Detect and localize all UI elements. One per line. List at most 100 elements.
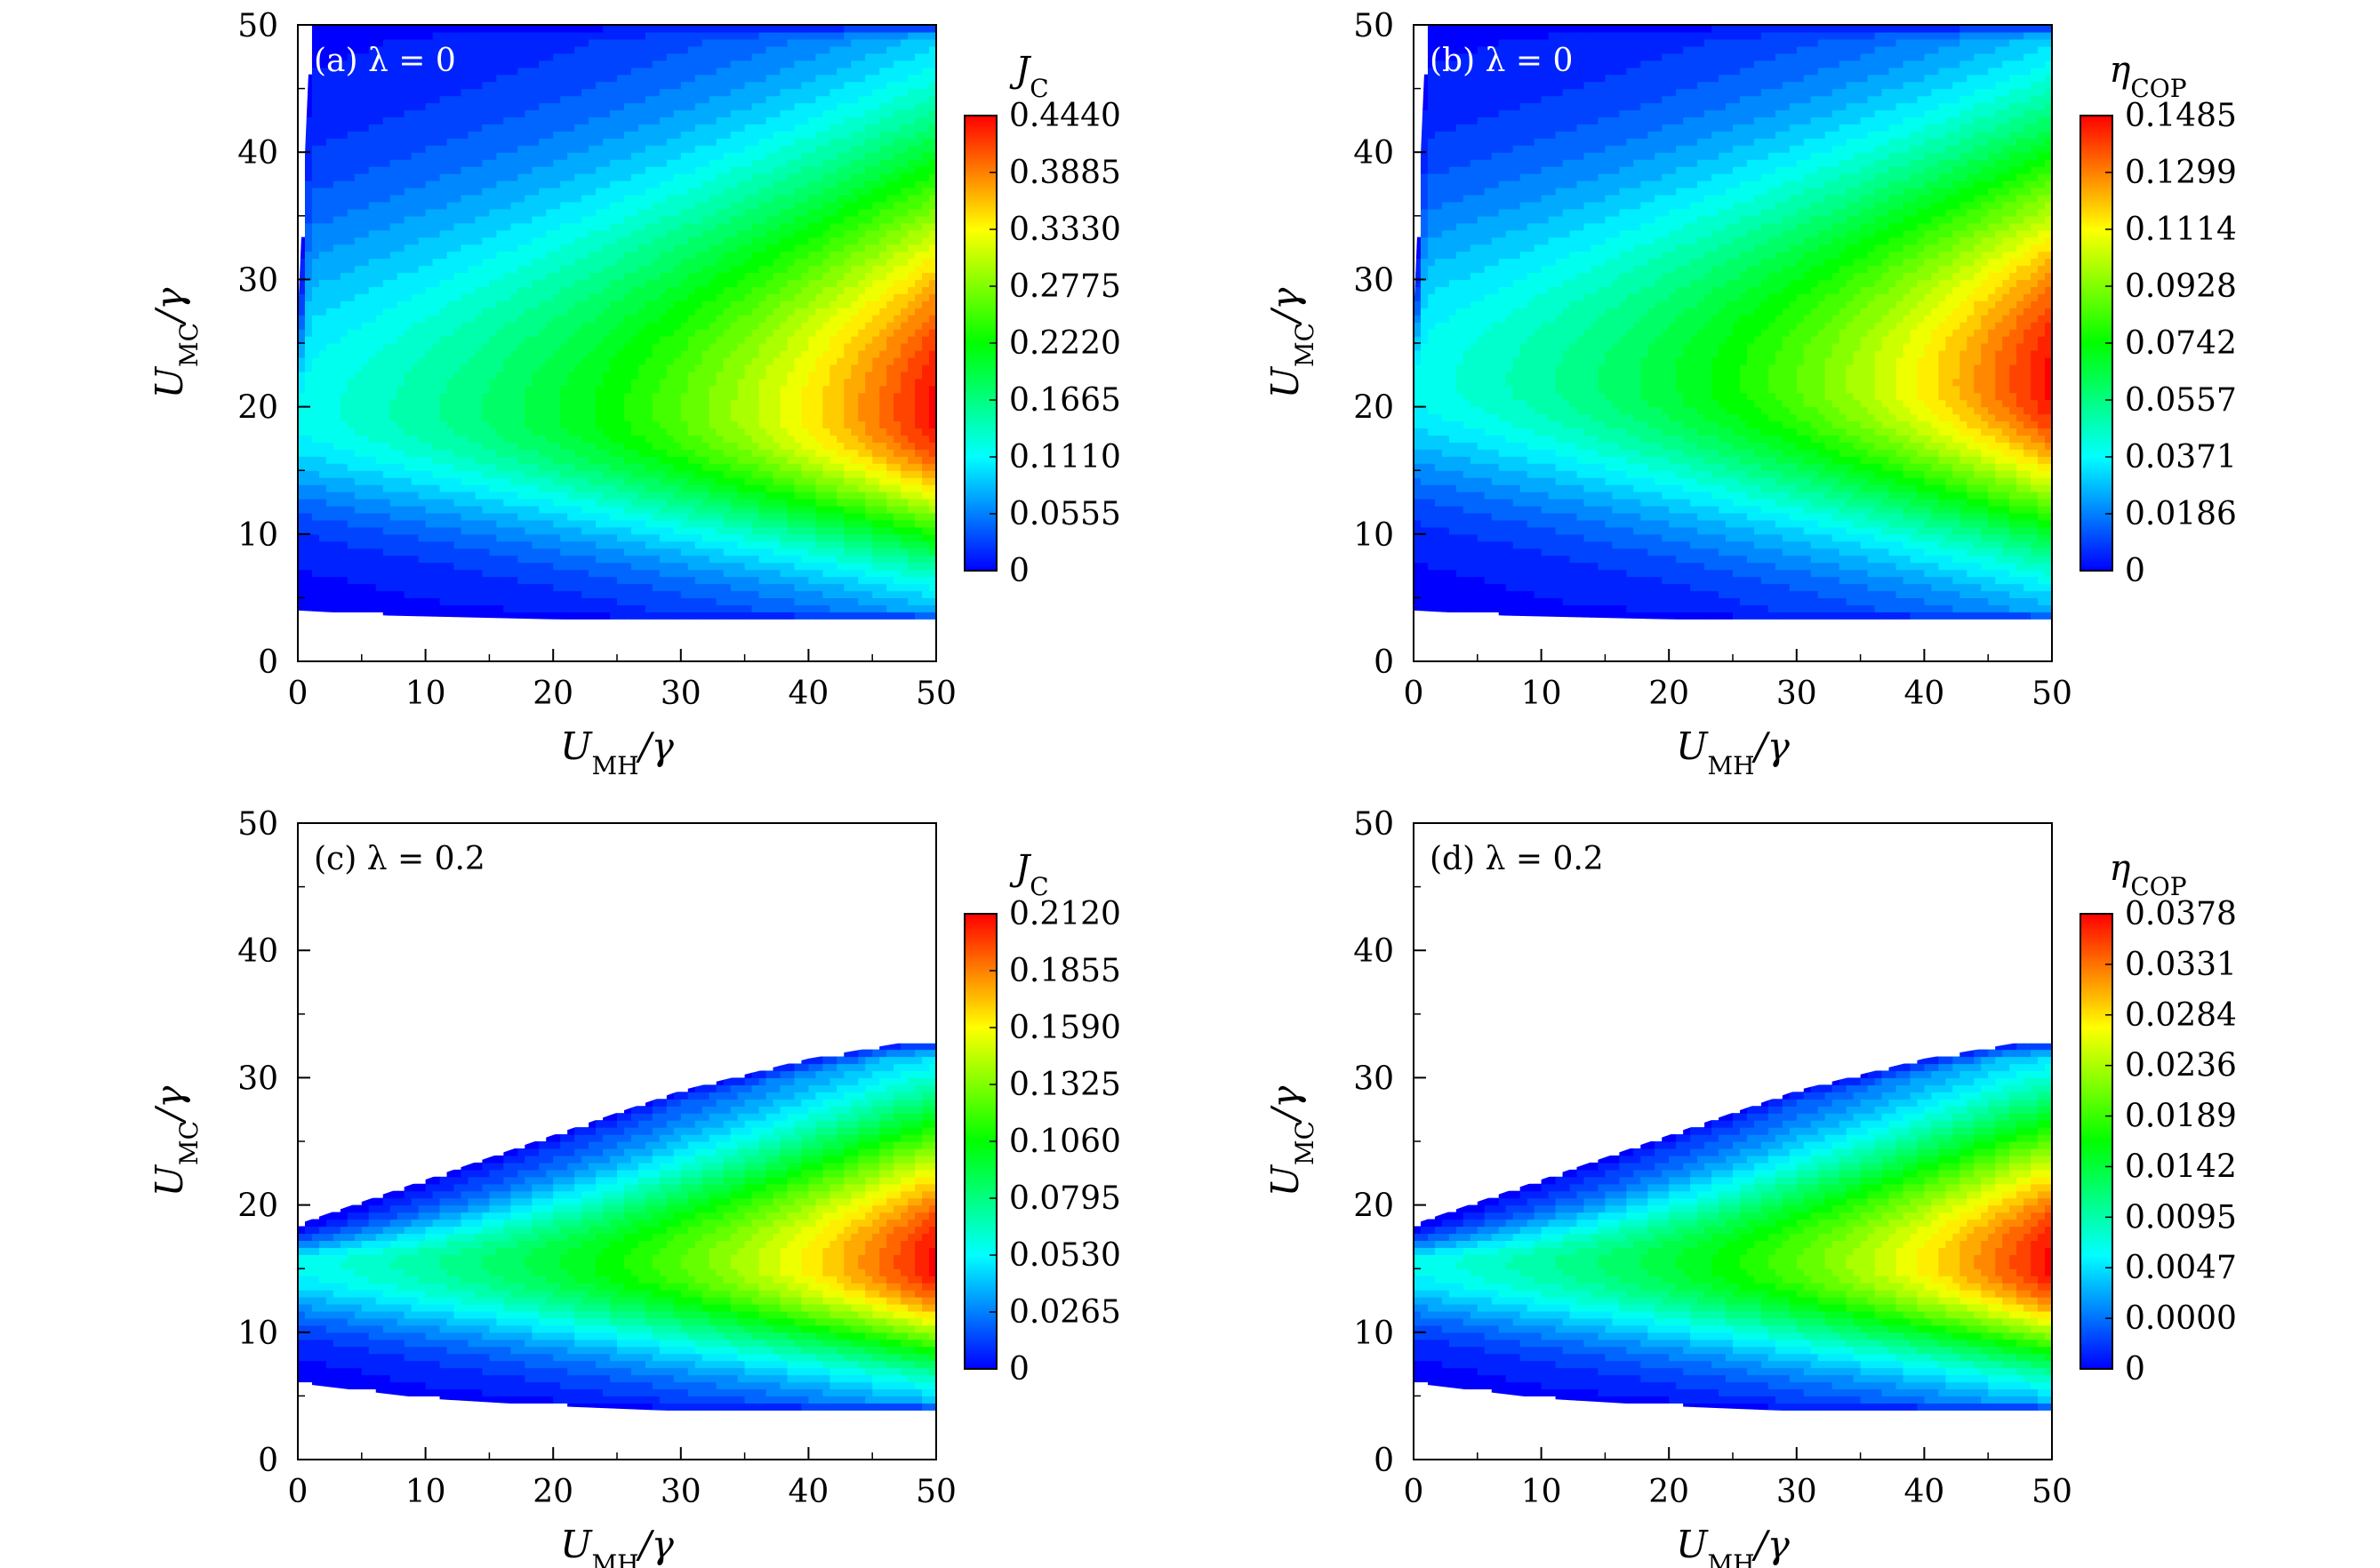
heatmap-cell — [510, 38, 518, 47]
heatmap-cell — [298, 484, 306, 492]
heatmap-cell — [311, 173, 320, 181]
heatmap-cell — [630, 52, 639, 61]
heatmap-cell — [432, 435, 441, 443]
heatmap-cell — [453, 272, 462, 280]
heatmap-cell — [687, 173, 696, 181]
heatmap-cell — [382, 124, 391, 132]
heatmap-cell — [397, 583, 405, 592]
heatmap-cell — [581, 555, 589, 564]
heatmap-cell — [468, 492, 477, 500]
heatmap-cell — [375, 371, 384, 380]
heatmap-cell — [325, 463, 334, 471]
heatmap-cell — [673, 74, 682, 83]
heatmap-cell — [397, 88, 405, 97]
heatmap-cell — [325, 215, 334, 224]
heatmap-cell — [453, 308, 462, 316]
heatmap-cell — [630, 81, 639, 90]
heatmap-cell — [645, 385, 653, 394]
heatmap-cell — [368, 308, 377, 316]
heatmap-cell — [411, 215, 420, 224]
heatmap-cell — [623, 583, 632, 592]
heatmap-cell — [361, 229, 370, 238]
heatmap-cell — [652, 371, 661, 380]
heatmap-cell — [701, 512, 710, 521]
heatmap-cell — [461, 356, 469, 365]
heatmap-cell — [652, 406, 661, 415]
heatmap-cell — [673, 569, 682, 578]
heatmap-cell — [596, 236, 604, 245]
heatmap-cell — [596, 385, 604, 394]
heatmap-cell — [630, 251, 639, 260]
heatmap-cell — [553, 356, 561, 365]
heatmap-cell — [489, 604, 497, 612]
heatmap-cell — [439, 562, 448, 571]
heatmap-cell — [375, 555, 384, 564]
heatmap-cell — [503, 180, 511, 188]
heatmap-cell — [468, 505, 477, 514]
heatmap-cell — [701, 258, 710, 267]
heatmap-cell — [539, 420, 547, 429]
heatmap-cell — [560, 308, 568, 316]
heatmap-cell — [333, 392, 341, 401]
heatmap-cell — [382, 215, 391, 224]
heatmap-cell — [461, 533, 469, 542]
heatmap-cell — [411, 349, 420, 358]
heatmap-cell — [680, 244, 689, 252]
heatmap-cell — [496, 612, 504, 620]
heatmap-cell — [546, 583, 554, 592]
heatmap-cell — [375, 456, 384, 464]
heatmap-cell — [340, 201, 349, 210]
heatmap-cell — [496, 470, 504, 478]
heatmap-cell — [589, 131, 597, 139]
heatmap-cell — [630, 562, 639, 571]
heatmap-cell — [659, 428, 668, 436]
heatmap-cell — [389, 88, 398, 97]
heatmap-cell — [652, 484, 661, 492]
heatmap-cell — [510, 499, 518, 507]
heatmap-cell — [482, 336, 490, 344]
heatmap-cell — [425, 95, 434, 104]
heatmap-cell — [347, 406, 356, 415]
heatmap-cell — [389, 272, 398, 280]
heatmap-cell — [659, 236, 668, 245]
heatmap-cell — [603, 138, 611, 146]
heatmap-cell — [453, 322, 462, 330]
heatmap-cell — [382, 470, 391, 478]
heatmap-cell — [716, 159, 725, 167]
heatmap-cell — [610, 590, 618, 598]
heatmap-cell — [666, 371, 675, 380]
heatmap-cell — [503, 244, 511, 252]
heatmap-cell — [666, 569, 675, 578]
heatmap-cell — [475, 364, 484, 372]
heatmap-cell — [404, 477, 413, 485]
heatmap-cell — [617, 180, 625, 188]
heatmap-cell — [532, 173, 540, 181]
heatmap-cell — [560, 293, 568, 301]
heatmap-cell — [603, 265, 611, 274]
heatmap-cell — [489, 272, 497, 280]
heatmap-cell — [652, 279, 661, 287]
heatmap-cell — [716, 442, 725, 450]
heatmap-cell — [637, 152, 646, 160]
heatmap-cell — [574, 505, 582, 514]
heatmap-cell — [325, 590, 334, 598]
heatmap-cell — [709, 279, 717, 287]
heatmap-cell — [687, 492, 696, 500]
heatmap-cell — [361, 576, 370, 585]
heatmap-cell — [617, 604, 625, 612]
heatmap-cell — [418, 52, 427, 61]
heatmap-cell — [368, 124, 377, 132]
heatmap-cell — [510, 293, 518, 301]
heatmap-cell — [318, 102, 327, 111]
heatmap-cell — [411, 265, 420, 274]
heatmap-cell — [496, 569, 504, 578]
heatmap-cell — [694, 25, 703, 33]
heatmap-cell — [432, 420, 441, 429]
heatmap-cell — [439, 95, 448, 104]
heatmap-cell — [581, 52, 589, 61]
heatmap-cell — [318, 385, 327, 394]
heatmap-cell — [482, 208, 490, 217]
heatmap-cell — [574, 244, 582, 252]
heatmap-cell — [475, 116, 484, 124]
heatmap-cell — [517, 88, 525, 97]
